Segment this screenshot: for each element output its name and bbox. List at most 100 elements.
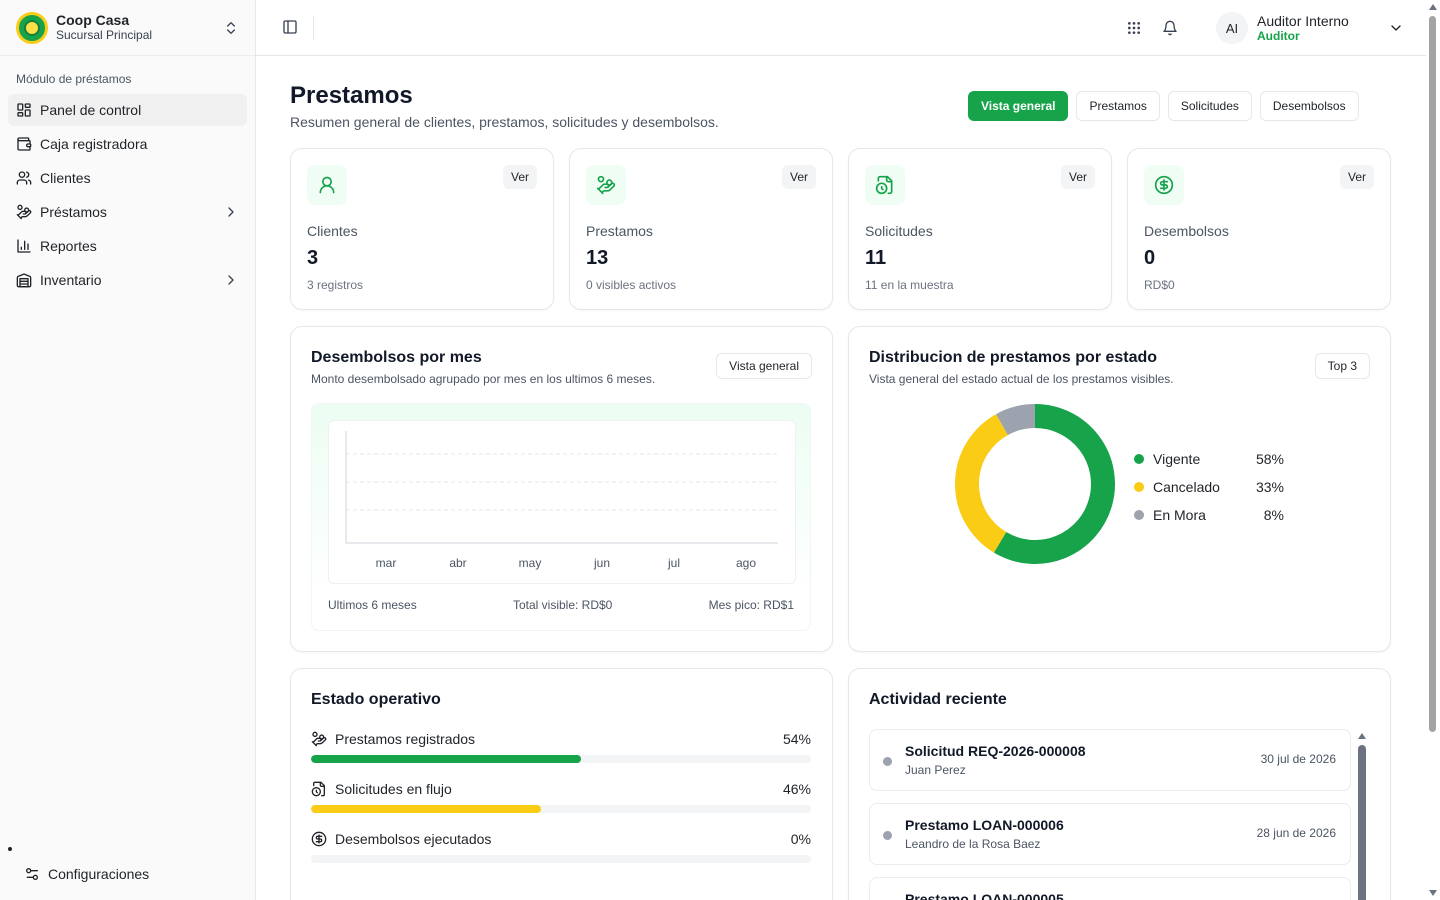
x-tick-label: mar bbox=[376, 556, 397, 570]
sliders-icon bbox=[24, 866, 40, 882]
progress-track bbox=[311, 805, 811, 813]
legend-percent: 33% bbox=[1255, 479, 1284, 495]
sidebar-item-label: Panel de control bbox=[40, 102, 142, 118]
progress-track bbox=[311, 855, 811, 863]
user-menu[interactable]: AI Auditor Interno Auditor bbox=[1216, 8, 1416, 48]
stat-label: Desembolsos bbox=[1144, 223, 1229, 239]
disbursements-line-chart: mar abr may jun jul ago bbox=[345, 431, 778, 570]
user-name: Auditor Interno bbox=[1257, 12, 1349, 29]
sidebar-section-label: Módulo de préstamos bbox=[16, 72, 132, 86]
card-title: Estado operativo bbox=[311, 691, 441, 708]
activity-title: Prestamo LOAN-000006 bbox=[905, 817, 1064, 833]
apps-grid-icon[interactable] bbox=[1126, 20, 1142, 36]
progress-prestamos-registrados: Prestamos registrados 54% bbox=[311, 729, 811, 763]
file-clock-icon bbox=[311, 781, 327, 797]
card-title: Desembolsos por mes bbox=[311, 349, 482, 366]
sidebar: Coop Casa Sucursal Principal Módulo de p… bbox=[0, 0, 256, 900]
progress-label: Prestamos registrados bbox=[335, 731, 476, 747]
sidebar-item-caja-registradora[interactable]: Caja registradora bbox=[8, 128, 247, 160]
progress-label: Solicitudes en flujo bbox=[335, 781, 452, 797]
stat-card-solicitudes: Ver Solicitudes 11 11 en la muestra bbox=[848, 148, 1112, 310]
view-clientes-button[interactable]: Ver bbox=[502, 165, 537, 189]
stat-card-desembolsos: Ver Desembolsos 0 RD$0 bbox=[1127, 148, 1391, 310]
sidebar-item-inventario[interactable]: Inventario bbox=[8, 264, 247, 296]
scroll-thumb[interactable] bbox=[1358, 745, 1366, 900]
inventory-icon bbox=[16, 272, 32, 288]
sidebar-item-clientes[interactable]: Clientes bbox=[8, 162, 247, 194]
scroll-up-arrow[interactable] bbox=[1429, 4, 1437, 10]
chevrons-up-down-icon bbox=[223, 20, 239, 36]
chevron-right-icon bbox=[223, 204, 239, 220]
activity-title: Solicitud REQ-2026-000008 bbox=[905, 743, 1086, 759]
x-tick-label: may bbox=[519, 556, 542, 570]
tab-solicitudes[interactable]: Solicitudes bbox=[1167, 91, 1252, 121]
recent-activity-card: Actividad reciente Solicitud REQ-2026-00… bbox=[848, 668, 1391, 900]
stat-note: 3 registros bbox=[307, 278, 364, 292]
x-tick-label: ago bbox=[736, 556, 756, 570]
hand-coins-icon bbox=[16, 204, 32, 220]
chevron-down-icon bbox=[1388, 20, 1404, 36]
stat-note: RD$0 bbox=[1144, 278, 1175, 292]
activity-scrollbar[interactable] bbox=[1357, 733, 1367, 900]
legend-item: Vigente 58% bbox=[1134, 445, 1284, 473]
main-content: Prestamos Resumen general de clientes, p… bbox=[256, 56, 1426, 900]
sidebar-item-label: Configuraciones bbox=[48, 866, 150, 882]
overview-button[interactable]: Vista general bbox=[716, 353, 812, 379]
activity-subtitle: Juan Perez bbox=[905, 763, 966, 777]
view-prestamos-button[interactable]: Ver bbox=[781, 165, 816, 189]
scroll-up-arrow[interactable] bbox=[1358, 733, 1366, 739]
activity-dot bbox=[883, 757, 892, 766]
page-subtitle: Resumen general de clientes, prestamos, … bbox=[290, 114, 719, 130]
file-clock-icon bbox=[875, 175, 895, 195]
activity-item[interactable]: Prestamo LOAN-000005 bbox=[869, 877, 1351, 900]
tab-prestamos[interactable]: Prestamos bbox=[1076, 91, 1160, 121]
stat-label: Solicitudes bbox=[865, 223, 933, 239]
stat-value: 3 bbox=[307, 247, 319, 269]
progress-percent: 0% bbox=[790, 831, 811, 847]
x-tick-label: jul bbox=[667, 556, 680, 570]
sidebar-item-prestamos[interactable]: Préstamos bbox=[8, 196, 247, 228]
dollar-circle-icon bbox=[1154, 175, 1174, 195]
activity-item[interactable]: Solicitud REQ-2026-000008 Juan Perez 30 … bbox=[869, 729, 1351, 791]
sidebar-item-reportes[interactable]: Reportes bbox=[8, 230, 247, 262]
org-switcher[interactable]: Coop Casa Sucursal Principal bbox=[0, 0, 255, 56]
view-solicitudes-button[interactable]: Ver bbox=[1060, 165, 1095, 189]
sidebar-item-configuraciones[interactable]: Configuraciones bbox=[16, 858, 239, 890]
page-title: Prestamos bbox=[290, 82, 413, 109]
activity-title: Prestamo LOAN-000005 bbox=[905, 891, 1064, 900]
tab-vista-general[interactable]: Vista general bbox=[968, 91, 1069, 121]
tab-desembolsos[interactable]: Desembolsos bbox=[1259, 91, 1359, 121]
avatar: AI bbox=[1216, 12, 1248, 44]
legend-percent: 8% bbox=[1263, 507, 1284, 523]
activity-item[interactable]: Prestamo LOAN-000006 Leandro de la Rosa … bbox=[869, 803, 1351, 865]
bell-icon[interactable] bbox=[1162, 20, 1178, 36]
legend-swatch bbox=[1134, 482, 1144, 492]
sidebar-item-label: Clientes bbox=[40, 170, 91, 186]
progress-fill bbox=[311, 805, 541, 813]
sidebar-item-label: Reportes bbox=[40, 238, 97, 254]
page-scrollbar[interactable] bbox=[1426, 0, 1440, 900]
org-branch: Sucursal Principal bbox=[56, 28, 153, 42]
progress-desembolsos-ejecutados: Desembolsos ejecutados 0% bbox=[311, 829, 811, 863]
legend-label: Vigente bbox=[1153, 451, 1201, 467]
donut-legend: Vigente 58% Cancelado 33% En Mora 8% bbox=[1134, 445, 1284, 529]
legend-label: Cancelado bbox=[1153, 479, 1220, 495]
dollar-circle-icon bbox=[311, 831, 327, 847]
sidebar-toggle-icon[interactable] bbox=[282, 19, 298, 35]
card-title: Actividad reciente bbox=[869, 691, 1007, 708]
stat-note: 11 en la muestra bbox=[865, 278, 954, 292]
sidebar-dot bbox=[8, 847, 12, 851]
chart-container: mar abr may jun jul ago Ultimos 6 meses Total… bbox=[311, 403, 811, 631]
scroll-thumb[interactable] bbox=[1429, 16, 1436, 732]
view-desembolsos-button[interactable]: Ver bbox=[1339, 165, 1374, 189]
top-3-button[interactable]: Top 3 bbox=[1314, 353, 1370, 379]
org-name: Coop Casa bbox=[56, 12, 130, 28]
donut-slice-en-mora bbox=[996, 404, 1036, 436]
scroll-down-arrow[interactable] bbox=[1429, 890, 1437, 896]
progress-percent: 46% bbox=[782, 781, 811, 797]
sidebar-item-label: Inventario bbox=[40, 272, 102, 288]
sidebar-item-panel-de-control[interactable]: Panel de control bbox=[8, 94, 247, 126]
wallet-icon bbox=[16, 136, 32, 152]
chevron-right-icon bbox=[223, 272, 239, 288]
topbar-divider bbox=[313, 16, 314, 40]
